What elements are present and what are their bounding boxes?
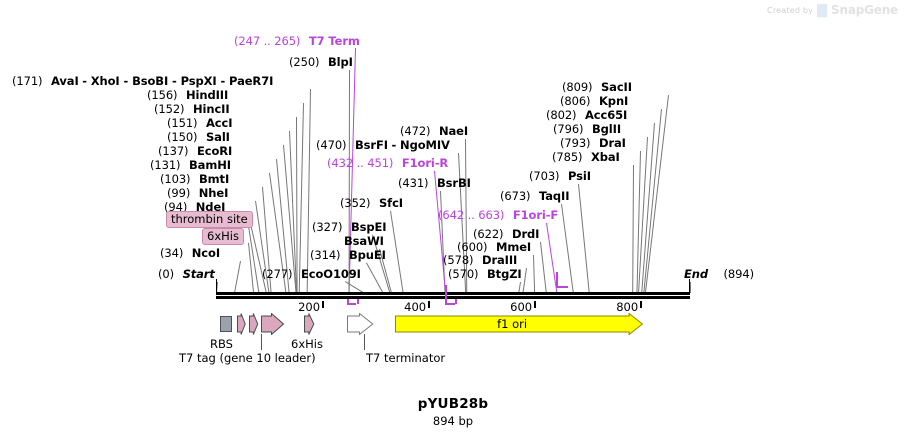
leader-line <box>296 116 298 293</box>
feature-f1-ori[interactable]: f1 ori <box>395 313 644 335</box>
axis-tick-label-200: 200 <box>298 300 321 314</box>
label-t7-term[interactable]: (247 .. 265) T7 Term <box>234 34 360 48</box>
leader-line <box>390 210 404 293</box>
bracket-f1ori-f <box>556 286 568 288</box>
feature-t7-tag-b[interactable] <box>248 313 259 335</box>
label-avai-group[interactable]: (171) AvaI - XhoI - BsoBI - PspXI - PaeR… <box>12 74 274 88</box>
leader-line <box>533 254 536 293</box>
leader-line <box>578 183 590 293</box>
label-bmti[interactable]: (103) BmtI <box>160 172 230 186</box>
label-acci[interactable]: (151) AccI <box>167 116 233 130</box>
bracket-f1ori-r-right <box>455 299 458 304</box>
label-ndei[interactable]: (94) NdeI <box>164 200 226 214</box>
badge-thrombin-site[interactable]: thrombin site <box>166 211 253 228</box>
badge-6xhis[interactable]: 6xHis <box>202 228 244 245</box>
plasmid-length: 894 bp <box>432 414 474 428</box>
sequence-axis[interactable] <box>216 292 690 299</box>
label-bsawi[interactable]: BsaWI <box>344 234 384 248</box>
label-xbai[interactable]: (785) XbaI <box>552 150 620 164</box>
label-bspei[interactable]: (327) BspEI <box>312 220 387 234</box>
leader-line <box>561 203 574 293</box>
label-ecori[interactable]: (137) EcoRI <box>158 144 233 158</box>
label-bpuei[interactable]: (314) BpuEI <box>310 248 386 262</box>
label-bsrbi[interactable]: (431) BsrBI <box>398 176 471 190</box>
label-taqii[interactable]: (673) TaqII <box>500 189 570 203</box>
label-drai[interactable]: (793) DraI <box>560 136 626 150</box>
label-nhei[interactable]: (99) NheI <box>167 186 229 200</box>
feature-6xhis[interactable] <box>304 313 315 335</box>
label-end[interactable]: End (894) <box>684 267 754 281</box>
label-psii[interactable]: (703) PsiI <box>529 169 591 183</box>
label-drdi[interactable]: (622) DrdI <box>473 227 540 241</box>
plasmid-name: pYUB28b <box>417 396 489 412</box>
label-f1ori-f[interactable]: (642 .. 663) F1ori-F <box>438 208 559 222</box>
watermark-brand: SnapGene <box>831 3 898 17</box>
label-bsrfi-group[interactable]: (470) BsrFI - NgoMIV <box>316 138 450 152</box>
map-title: pYUB28b 894 bp <box>0 396 906 428</box>
leader-line <box>690 282 691 293</box>
feature-label-t7-terminator[interactable]: T7 terminator <box>366 351 446 365</box>
label-ecoo109i[interactable]: (277) EcoO109I <box>262 267 361 281</box>
watermark-created-by: Created by <box>767 5 814 15</box>
axis-tick-200 <box>322 301 325 308</box>
axis-tick-800 <box>640 301 643 308</box>
label-kpni[interactable]: (806) KpnI <box>560 94 629 108</box>
label-avai-aliases: - XhoI - BsoBI - PspXI - PaeR7I <box>82 74 274 88</box>
snapgene-logo-icon: ▇ <box>817 2 828 18</box>
feature-label-rbs[interactable]: RBS <box>210 337 233 351</box>
axis-line-top <box>216 292 690 295</box>
label-blpi[interactable]: (250) BlpI <box>289 55 353 69</box>
bracket-t7-term-right <box>356 299 359 304</box>
axis-start-cap <box>216 279 217 293</box>
label-btgzi[interactable]: (570) BtgZI <box>448 267 522 281</box>
bracket-f1ori-f-left <box>556 272 559 288</box>
axis-line-bottom <box>216 296 690 299</box>
svg-text:f1 ori: f1 ori <box>497 317 527 331</box>
label-naei[interactable]: (472) NaeI <box>400 124 469 138</box>
axis-end-cap <box>689 279 690 293</box>
label-sali[interactable]: (150) SalI <box>167 130 230 144</box>
feature-label-t7-tag[interactable]: T7 tag (gene 10 leader) <box>179 351 316 365</box>
axis-tick-400 <box>428 301 431 308</box>
label-ncoi[interactable]: (34) NcoI <box>160 246 221 260</box>
bracket-f1ori-r <box>445 303 456 305</box>
label-f1ori-r[interactable]: (432 .. 451) F1ori-R <box>327 156 449 170</box>
feature-t7-tag-c[interactable] <box>260 313 284 335</box>
axis-tick-label-600: 600 <box>510 300 533 314</box>
bracket-f1ori-r-left <box>445 285 448 305</box>
label-bglii[interactable]: (796) BglII <box>553 122 621 136</box>
feature-t7-tag-a[interactable] <box>237 313 246 335</box>
bracket-t7-term <box>346 303 357 305</box>
axis-tick-600 <box>534 301 537 308</box>
axis-tick-label-400: 400 <box>404 300 427 314</box>
label-draiii[interactable]: (578) DraIII <box>443 253 518 267</box>
label-bsrfi-aliases: - NgoMIV <box>391 138 450 152</box>
leader-line <box>306 89 311 294</box>
label-hindiii[interactable]: (156) HindIII <box>147 88 229 102</box>
label-bamhi[interactable]: (131) BamHI <box>150 158 231 172</box>
snapgene-watermark: Created by ▇ SnapGene <box>767 3 898 17</box>
label-acc65i[interactable]: (802) Acc65I <box>546 108 628 122</box>
label-mmei[interactable]: (600) MmeI <box>457 240 532 254</box>
axis-tick-label-800: 800 <box>616 300 639 314</box>
label-sacii[interactable]: (809) SacII <box>562 80 632 94</box>
feature-rbs[interactable] <box>220 316 232 332</box>
leader-line <box>234 261 241 294</box>
feature-t7-terminator[interactable] <box>347 313 374 335</box>
feature-stem-t7-terminator <box>364 334 365 350</box>
leader-line <box>522 268 527 294</box>
leader-line <box>298 103 304 294</box>
label-hincii[interactable]: (152) HincII <box>154 102 230 116</box>
bracket-t7-term-left <box>346 299 349 304</box>
label-start[interactable]: (0) Start <box>158 267 215 281</box>
feature-label-6xhis[interactable]: 6xHis <box>291 337 323 351</box>
label-sfci[interactable]: (352) SfcI <box>340 196 403 210</box>
leader-line <box>540 241 547 293</box>
feature-stem-t7-tag <box>261 334 262 350</box>
leader-line <box>632 165 634 294</box>
